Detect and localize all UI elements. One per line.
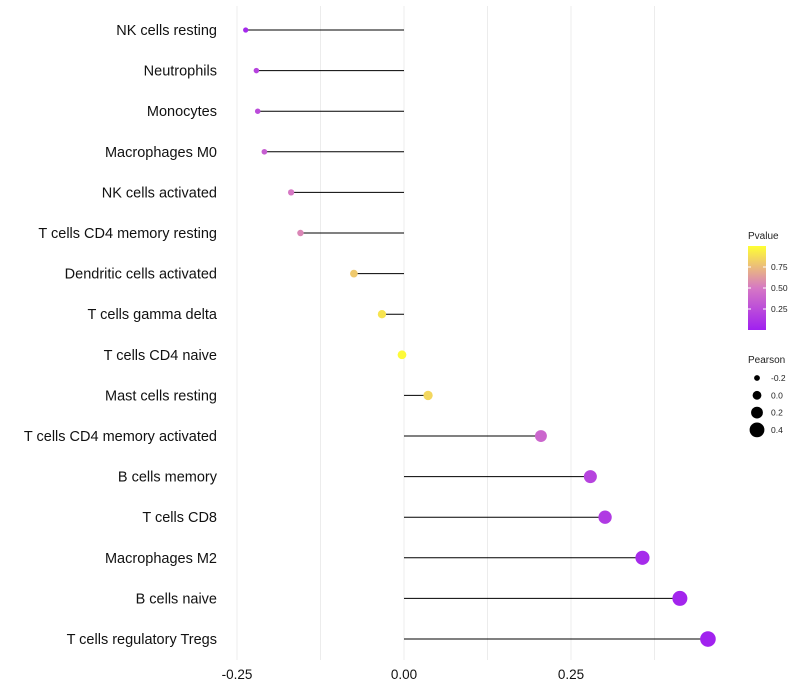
data-point — [254, 108, 261, 114]
legend: Pvalue 0.75 0.50 0.25 Pearson -0.2 0.0 0.2 0.… — [748, 231, 788, 438]
size-key-label: 0.4 — [771, 425, 783, 435]
size-key-dot — [754, 375, 760, 381]
data-point — [635, 550, 650, 565]
size-key-dot — [749, 422, 765, 438]
lollipop-stems — [245, 29, 708, 640]
category-label: T cells gamma delta — [88, 307, 218, 323]
color-legend-bar — [748, 246, 766, 330]
size-legend-title: Pearson — [748, 355, 785, 366]
data-point — [243, 27, 249, 33]
y-axis-labels: NK cells resting Neutrophils Monocytes Macr… — [24, 23, 218, 648]
category-label: T cells CD8 — [142, 510, 217, 526]
x-tick-label: 0.00 — [391, 667, 417, 682]
color-tick-label: 0.25 — [771, 304, 788, 314]
data-point — [350, 269, 358, 278]
size-key-dot — [752, 390, 762, 400]
category-label: T cells CD4 memory activated — [24, 429, 217, 445]
data-point — [297, 229, 304, 237]
category-label: T cells CD4 naive — [104, 348, 217, 364]
x-axis-labels: -0.25 0.00 0.25 — [222, 667, 585, 682]
x-tick-label: -0.25 — [222, 667, 253, 682]
color-legend-ticks: 0.75 0.50 0.25 — [748, 262, 788, 314]
category-label: Macrophages M0 — [105, 145, 217, 161]
x-tick-label: 0.25 — [558, 667, 584, 682]
category-label: Neutrophils — [144, 64, 217, 80]
size-legend-keys: -0.2 0.0 0.2 0.4 — [749, 373, 786, 438]
color-legend-title: Pvalue — [748, 231, 779, 242]
category-label: B cells memory — [118, 470, 218, 486]
category-label: Macrophages M2 — [105, 551, 217, 567]
data-point — [598, 510, 612, 524]
size-key-label: -0.2 — [771, 373, 786, 383]
data-point — [423, 390, 433, 401]
category-label: B cells naive — [136, 591, 217, 607]
lollipop-points — [243, 27, 716, 647]
category-label: Mast cells resting — [105, 388, 217, 404]
data-point — [397, 350, 407, 360]
category-label: Monocytes — [147, 104, 217, 120]
data-point — [672, 590, 688, 606]
category-label: T cells CD4 memory resting — [38, 226, 217, 242]
data-point — [261, 148, 268, 155]
category-label: T cells regulatory Tregs — [67, 632, 217, 648]
data-point — [287, 189, 295, 196]
data-point — [700, 631, 716, 647]
data-point — [377, 310, 387, 319]
size-key-dot — [751, 406, 763, 419]
data-point — [253, 67, 260, 74]
data-point — [583, 470, 597, 484]
size-key-label: 0.2 — [771, 408, 783, 418]
category-label: Dendritic cells activated — [65, 267, 217, 283]
grid-lines — [236, 6, 655, 660]
category-label: NK cells resting — [116, 23, 217, 39]
category-label: NK cells activated — [102, 185, 217, 201]
data-point — [535, 430, 547, 442]
color-tick-label: 0.50 — [771, 283, 788, 293]
size-key-label: 0.0 — [771, 390, 783, 400]
color-tick-label: 0.75 — [771, 262, 788, 272]
